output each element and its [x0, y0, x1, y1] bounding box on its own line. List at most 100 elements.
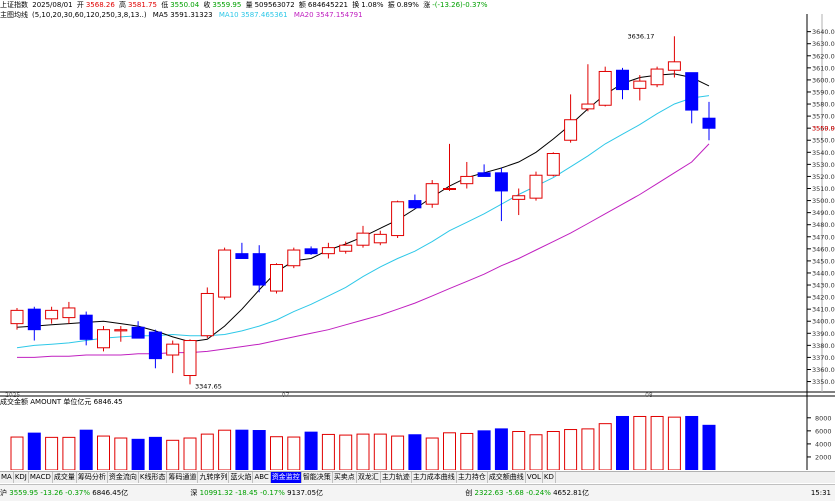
candle-body — [218, 249, 232, 298]
price-annotations: 3636.17 3347.65 — [195, 32, 654, 390]
indicator-tab[interactable]: 蓝火焰 — [230, 472, 254, 483]
candle — [616, 67, 629, 100]
candle — [685, 72, 699, 124]
candle-body — [148, 331, 162, 360]
indicator-tab[interactable]: KD — [543, 472, 556, 483]
sh-amount: 6846.45亿 — [92, 489, 129, 497]
indicator-tab[interactable]: 九转序列 — [199, 472, 230, 483]
sh-price: 3559.95 — [9, 489, 39, 497]
candle-body — [252, 253, 266, 286]
candle — [27, 306, 41, 341]
volume-bar — [339, 434, 353, 470]
indicator-tab[interactable]: 智能决策 — [302, 472, 333, 483]
indicator-tab[interactable]: MA — [1, 472, 14, 483]
ma-indicator-label[interactable]: 主图均线 — [0, 11, 28, 19]
candle — [667, 36, 681, 78]
candle — [460, 161, 474, 189]
kline-chart[interactable]: 3636.17 3347.65 3640.00 3630.00 3620.00 3610… — [0, 0, 835, 470]
volume-header-text: AMOUNT 单位亿元 6846.45 — [30, 398, 123, 406]
indicator-tab[interactable]: VOL — [526, 472, 543, 483]
candle-body — [477, 172, 491, 177]
candle — [45, 306, 59, 324]
ma5-line — [16, 73, 710, 343]
volume-indicator-label[interactable]: 成交金额 — [0, 398, 28, 406]
indicator-tab[interactable]: MACD — [29, 472, 53, 483]
volume-axis-labels: 8000 6000 4000 2000 — [807, 414, 832, 461]
indicator-tab[interactable]: 主力成本曲线 — [412, 472, 457, 483]
indicator-tab[interactable]: 双龙汇 — [357, 472, 381, 483]
price-tick-label: 3470.00 — [812, 233, 835, 241]
indicator-tab[interactable]: 成交额曲线 — [488, 472, 526, 483]
indicator-tab[interactable]: 筹码分析 — [77, 472, 108, 483]
indicator-tab[interactable]: 成交量 — [53, 472, 77, 483]
indicator-tab[interactable]: 买卖点 — [333, 472, 357, 483]
clock: 15:31 — [810, 489, 831, 497]
volume-bar — [443, 432, 456, 470]
candle-body — [564, 119, 578, 141]
candle — [650, 66, 664, 88]
indicator-tab[interactable]: 资金流向 — [108, 472, 139, 483]
price-tick-label: 3610.00 — [812, 64, 835, 72]
indicator-tab[interactable]: 资金监控 — [270, 472, 302, 483]
ma-params: (5,10,20,30,60,120,250,3,8,13..) — [32, 11, 147, 19]
candle-body — [460, 175, 474, 185]
candle — [408, 194, 422, 210]
high-label: 高 — [119, 1, 127, 9]
volume-bar — [114, 437, 128, 470]
volume-bar — [408, 434, 422, 470]
high-value: 3581.75 — [128, 1, 157, 9]
candle — [235, 242, 249, 259]
price-axis-frame — [0, 14, 835, 470]
indicator-tab[interactable]: 筹码通道 — [168, 472, 199, 483]
price-tick-label: 3370.00 — [812, 354, 835, 362]
sz-price: 10991.32 — [199, 489, 234, 497]
close-value: 3559.95 — [212, 1, 242, 9]
volume-bar — [27, 432, 41, 470]
indicator-tab[interactable]: ABC — [254, 472, 271, 483]
price-tick-label: 3460.00 — [812, 245, 835, 253]
volume-bar — [321, 433, 335, 470]
low-value: 3550.04 — [170, 1, 200, 9]
candle-body — [581, 103, 595, 110]
ma20-legend: MA20 3547.154791 — [293, 11, 363, 19]
candle — [373, 230, 387, 246]
candle-body — [529, 174, 543, 199]
volume-bar — [425, 437, 439, 470]
candle-body — [183, 340, 197, 377]
candle-body — [287, 249, 301, 267]
candle-body — [408, 200, 422, 209]
indicator-tab[interactable]: 主力持仓 — [457, 472, 488, 483]
volume-bar — [598, 423, 612, 470]
candle — [356, 225, 370, 248]
candle-body — [616, 69, 629, 91]
volume-bar — [183, 437, 197, 470]
price-tick-label: 3580.00 — [812, 101, 835, 109]
volume-bar — [131, 438, 145, 470]
candle-body — [10, 309, 24, 325]
indicator-tab[interactable]: K线形态 — [139, 472, 168, 483]
candle — [598, 66, 612, 107]
volume-header: 成交金额 AMOUNT 单位亿元 6846.45 — [0, 397, 123, 407]
candle — [304, 246, 318, 255]
price-tick-label: 3440.00 — [812, 269, 835, 277]
cy-amount: 4652.81亿 — [553, 489, 590, 497]
candle — [62, 301, 76, 324]
price-grid — [807, 31, 811, 383]
sh-label: 沪 — [0, 489, 7, 497]
candle — [252, 245, 266, 293]
candle-body — [373, 233, 387, 244]
candle-body — [97, 329, 110, 349]
amplitude-value: 0.89% — [396, 1, 419, 9]
amount-value: 684645221 — [307, 1, 348, 9]
candle — [339, 241, 353, 254]
volume-bar — [200, 433, 214, 470]
price-tick-label: 3430.00 — [812, 282, 835, 290]
volume-bar — [633, 415, 647, 470]
volume-bar — [79, 429, 93, 470]
price-tick-label: 3640.00 — [812, 28, 835, 36]
indicator-tab[interactable]: 主力轨迹 — [381, 472, 412, 483]
indicator-tab[interactable]: KDJ — [14, 472, 29, 483]
price-tick-label: 3490.00 — [812, 209, 835, 217]
candle — [581, 64, 595, 112]
date-axis-labels: 2025 07 08 — [5, 392, 653, 399]
